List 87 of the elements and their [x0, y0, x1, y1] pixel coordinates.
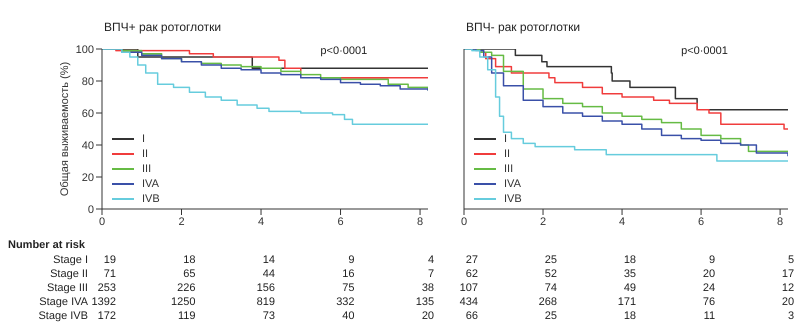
chart-title: ВПЧ+ рак ротоглотки: [104, 20, 222, 34]
text: 4: [428, 254, 434, 266]
text: 20: [782, 296, 794, 308]
text: 24: [702, 282, 716, 294]
text: 12: [782, 282, 794, 294]
legend-label: IVA: [504, 178, 521, 190]
text: 226: [177, 282, 196, 294]
text: Stage I: [53, 254, 88, 266]
text: 65: [183, 268, 196, 280]
text: 171: [618, 296, 636, 308]
text: 1250: [171, 296, 196, 308]
x-tick-label: 6: [337, 216, 344, 228]
text: Stage IVB: [38, 310, 88, 322]
text: 5: [788, 254, 794, 266]
text: 11: [704, 310, 716, 322]
x-tick-label: 6: [698, 216, 704, 228]
text: 25: [544, 310, 558, 322]
x-tick-label: 4: [618, 216, 626, 228]
legend-label: II: [142, 148, 148, 160]
text: 434: [460, 296, 478, 308]
text: 107: [460, 282, 478, 294]
text: 19: [104, 254, 116, 266]
text: 62: [466, 268, 478, 280]
y-tick-label: 40: [82, 140, 94, 152]
x-tick-label: 0: [460, 216, 468, 228]
legend-label: III: [142, 162, 152, 174]
y-tick-label: 60: [82, 108, 94, 120]
y-axis-title: Общая выживаемость (%): [58, 62, 71, 196]
text: 52: [544, 268, 558, 280]
text: 7: [428, 268, 434, 280]
x-tick-label: 8: [416, 216, 424, 228]
text: Stage III: [47, 282, 88, 294]
annotation: p<0·0001: [681, 45, 728, 57]
legend-label: IVA: [142, 178, 159, 190]
text: 253: [98, 282, 116, 294]
text: 156: [256, 282, 276, 294]
y-tick-label: 0: [88, 204, 94, 216]
legend-label: II: [504, 148, 510, 160]
text: 16: [342, 268, 355, 280]
text: 35: [624, 268, 636, 280]
text: 73: [262, 310, 276, 322]
text: 18: [624, 254, 636, 266]
text: 1392: [92, 296, 116, 308]
text: 40: [342, 310, 355, 322]
y-tick-label: 100: [76, 44, 94, 56]
text: 18: [183, 254, 196, 266]
text: Stage II: [50, 268, 88, 280]
legend-label: IVB: [142, 192, 160, 204]
text: 9: [708, 254, 716, 266]
text: 20: [422, 310, 434, 322]
text: Stage IVA: [39, 296, 88, 308]
legend-label: I: [142, 132, 146, 144]
x-tick-label: 4: [258, 216, 264, 228]
text: 119: [178, 310, 196, 322]
text: 18: [624, 310, 636, 322]
text: 25: [544, 254, 558, 266]
text: 9: [348, 254, 355, 266]
text: 38: [422, 282, 434, 294]
y-tick-label: 80: [82, 76, 94, 88]
annotation: p<0·0001: [320, 45, 368, 57]
text: 44: [262, 268, 276, 280]
text: 75: [342, 282, 355, 294]
x-tick-label: 2: [178, 216, 185, 228]
legend-label: III: [504, 162, 514, 174]
chart-title: ВПЧ- рак ротоглотки: [466, 20, 580, 34]
text: 172: [98, 310, 116, 322]
text: 332: [336, 296, 355, 308]
text: 135: [416, 296, 434, 308]
text: 14: [262, 254, 276, 266]
text: 71: [104, 268, 116, 280]
text: 27: [466, 254, 478, 266]
text: 20: [702, 268, 716, 280]
y-tick-label: 20: [82, 172, 94, 184]
text: 76: [702, 296, 716, 308]
text: 49: [624, 282, 636, 294]
legend-label: IVB: [504, 192, 522, 204]
text: 17: [782, 268, 794, 280]
x-tick-label: 8: [777, 216, 784, 228]
x-tick-label: 0: [98, 216, 106, 228]
text: 3: [788, 310, 794, 322]
legend-label: I: [504, 132, 508, 144]
text: 819: [256, 296, 276, 308]
text: 268: [538, 296, 558, 308]
text: 74: [544, 282, 558, 294]
x-tick-label: 2: [540, 216, 546, 228]
text: 66: [466, 310, 478, 322]
text: Number at risk: [8, 239, 86, 251]
